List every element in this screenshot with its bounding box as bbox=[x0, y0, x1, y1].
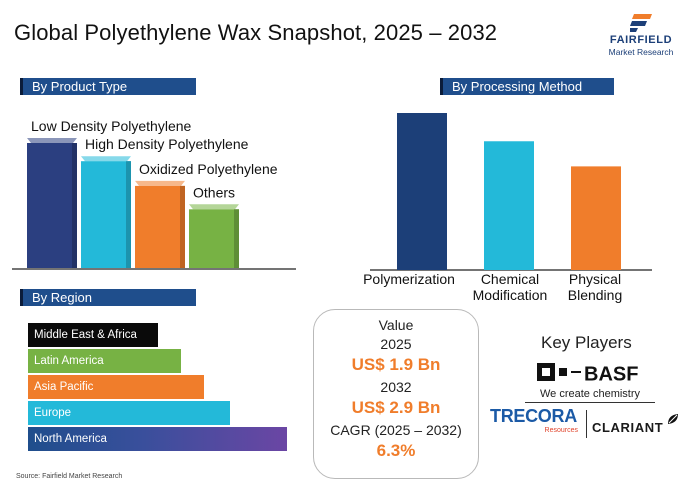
processing-category-label: Physical Blending bbox=[568, 271, 623, 303]
product-bar bbox=[189, 209, 239, 268]
product-bar-top bbox=[189, 204, 239, 210]
clariant-wordmark: CLARIANT bbox=[592, 420, 664, 435]
region-chart: Middle East & Africa Latin America Asia Pa… bbox=[0, 318, 300, 458]
region-bar: Latin America bbox=[28, 349, 181, 373]
section-header-region: By Region bbox=[20, 289, 196, 306]
processing-category-label: Polymerization bbox=[363, 271, 455, 287]
value-label: Value bbox=[378, 317, 414, 333]
year-2025-label: 2025 bbox=[380, 336, 412, 352]
product-bar-top bbox=[27, 138, 77, 143]
product-category-label: High Density Polyethylene bbox=[85, 136, 249, 152]
source-note: Source: Fairfield Market Research bbox=[16, 473, 123, 480]
key-players-title: Key Players bbox=[541, 333, 632, 352]
key-players-divider bbox=[525, 402, 655, 403]
product-bar bbox=[135, 185, 185, 268]
product-category-label: Oxidized Polyethylene bbox=[139, 161, 278, 177]
value-2032: US$ 2.9 Bn bbox=[351, 398, 441, 417]
year-2032-label: 2032 bbox=[380, 379, 412, 395]
value-2025: US$ 1.9 Bn bbox=[351, 355, 441, 374]
region-bar: North America bbox=[28, 427, 287, 451]
product-type-chart: Low Density Polyethylene High Density Pol… bbox=[12, 118, 296, 270]
region-bar: Asia Pacific bbox=[28, 375, 205, 399]
basf-wordmark: BASF bbox=[584, 364, 638, 386]
product-bar-side bbox=[180, 185, 185, 268]
trecora-wordmark: TRECORA bbox=[490, 406, 577, 426]
section-header-processing-method: By Processing Method bbox=[440, 78, 614, 95]
product-bar-top bbox=[81, 156, 131, 162]
product-bar-top bbox=[135, 180, 185, 186]
page-title: Global Polyethylene Wax Snapshot, 2025 –… bbox=[14, 20, 498, 45]
basf-tagline: We create chemistry bbox=[539, 388, 641, 400]
product-bar-side bbox=[72, 143, 77, 268]
market-value-summary: Value 2025 US$ 1.9 Bn 2032 US$ 2.9 Bn CA… bbox=[313, 309, 479, 479]
product-bar bbox=[27, 143, 77, 268]
processing-method-chart: Polymerization Chemical Modification Physic… bbox=[363, 113, 652, 303]
trecora-logo: TRECORA Resources bbox=[490, 406, 582, 440]
cagr-label: CAGR (2025 – 2032) bbox=[330, 422, 462, 438]
region-bar: Europe bbox=[28, 401, 231, 425]
cagr-value: 6.3% bbox=[376, 441, 416, 460]
region-bar: Middle East & Africa bbox=[28, 323, 158, 347]
product-category-label: Low Density Polyethylene bbox=[31, 118, 192, 134]
processing-bar bbox=[484, 141, 534, 270]
logo-subtitle: Market Research bbox=[608, 47, 674, 57]
product-bar-side bbox=[126, 161, 131, 268]
product-bar bbox=[81, 161, 131, 268]
processing-bar bbox=[397, 113, 447, 270]
basf-logo: BASF bbox=[537, 363, 638, 386]
section-header-product-type: By Product Type bbox=[20, 78, 196, 95]
fairfield-logo: FAIRFIELD Market Research bbox=[598, 14, 684, 58]
processing-bar bbox=[571, 166, 621, 270]
processing-category-label: Chemical Modification bbox=[473, 271, 548, 303]
trecora-subtitle: Resources bbox=[544, 427, 578, 434]
clariant-leaf-icon bbox=[668, 414, 678, 424]
product-bar-side bbox=[234, 209, 239, 268]
logo-name: FAIRFIELD bbox=[609, 34, 673, 46]
logo-separator bbox=[586, 410, 587, 438]
product-category-label: Others bbox=[193, 184, 235, 200]
fairfield-logo-mark-icon bbox=[630, 14, 652, 32]
